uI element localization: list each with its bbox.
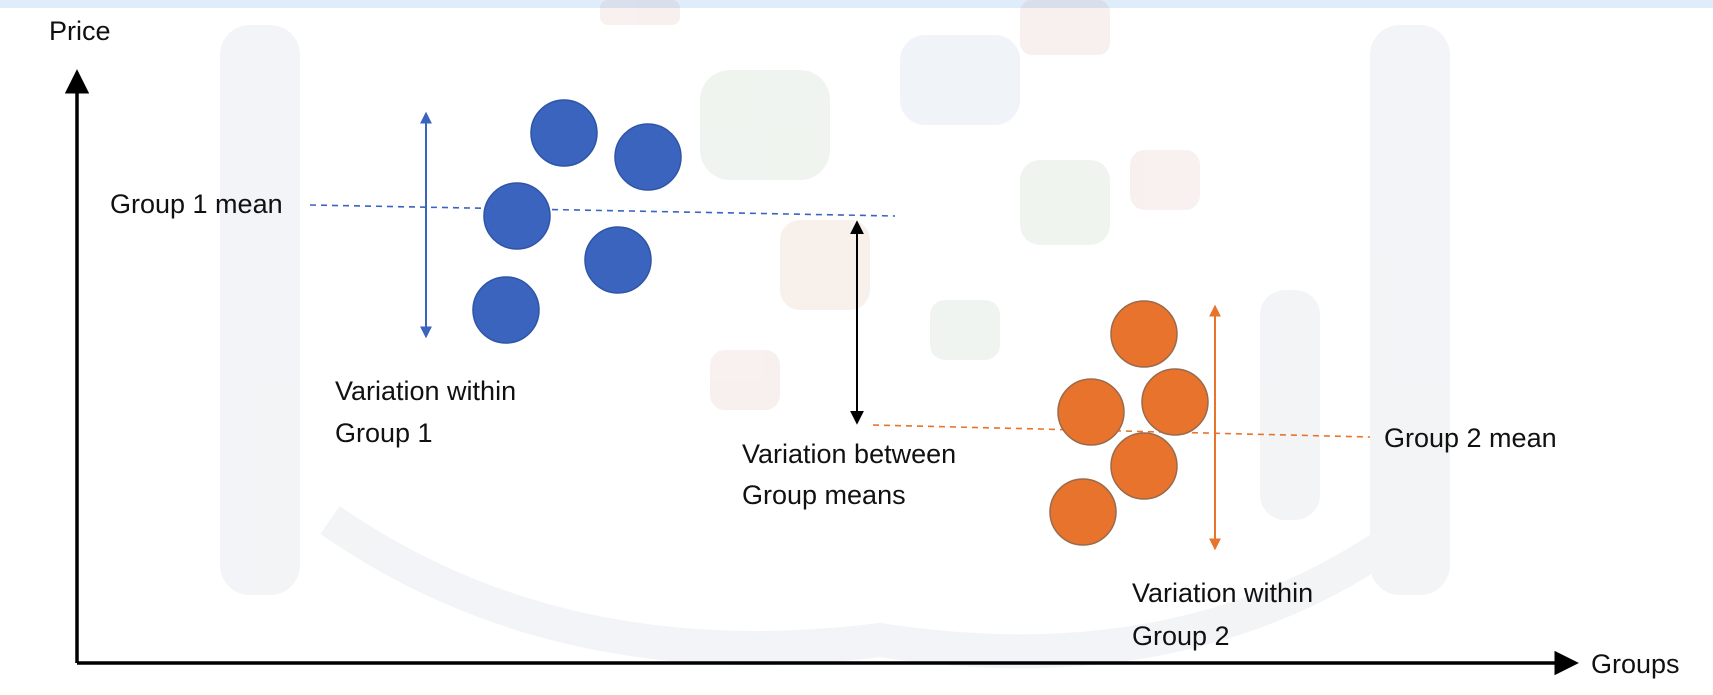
group2-point [1110,300,1178,368]
group2-mean-line [872,424,1371,438]
group1-point [472,276,540,344]
group1-within-label-line2: Group 1 [335,418,433,448]
group1-mean-line [309,204,896,217]
group1-point [614,123,682,191]
group1-mean-label: Group 1 mean [110,189,283,219]
group1-points [472,99,682,344]
title-strip [0,0,1713,8]
group1-point [530,99,598,167]
group1-within-label-line1: Variation within [335,376,516,406]
group2-point [1141,368,1209,436]
group2-mean-label: Group 2 mean [1384,423,1557,453]
group2-point [1110,432,1178,500]
between-label-line2: Group means [742,480,906,510]
group2-point [1049,478,1117,546]
group1-point [584,226,652,294]
group2-within-label-line2: Group 2 [1132,621,1230,651]
group1-point [483,182,551,250]
between-label-line1: Variation between [742,439,956,469]
group2-within-label-line1: Variation within [1132,578,1313,608]
y-axis-label: Price [49,16,111,46]
watermark-background [220,0,1450,669]
group2-point [1057,378,1125,446]
group2-points [1049,300,1209,546]
x-axis-label: Groups [1591,649,1680,679]
